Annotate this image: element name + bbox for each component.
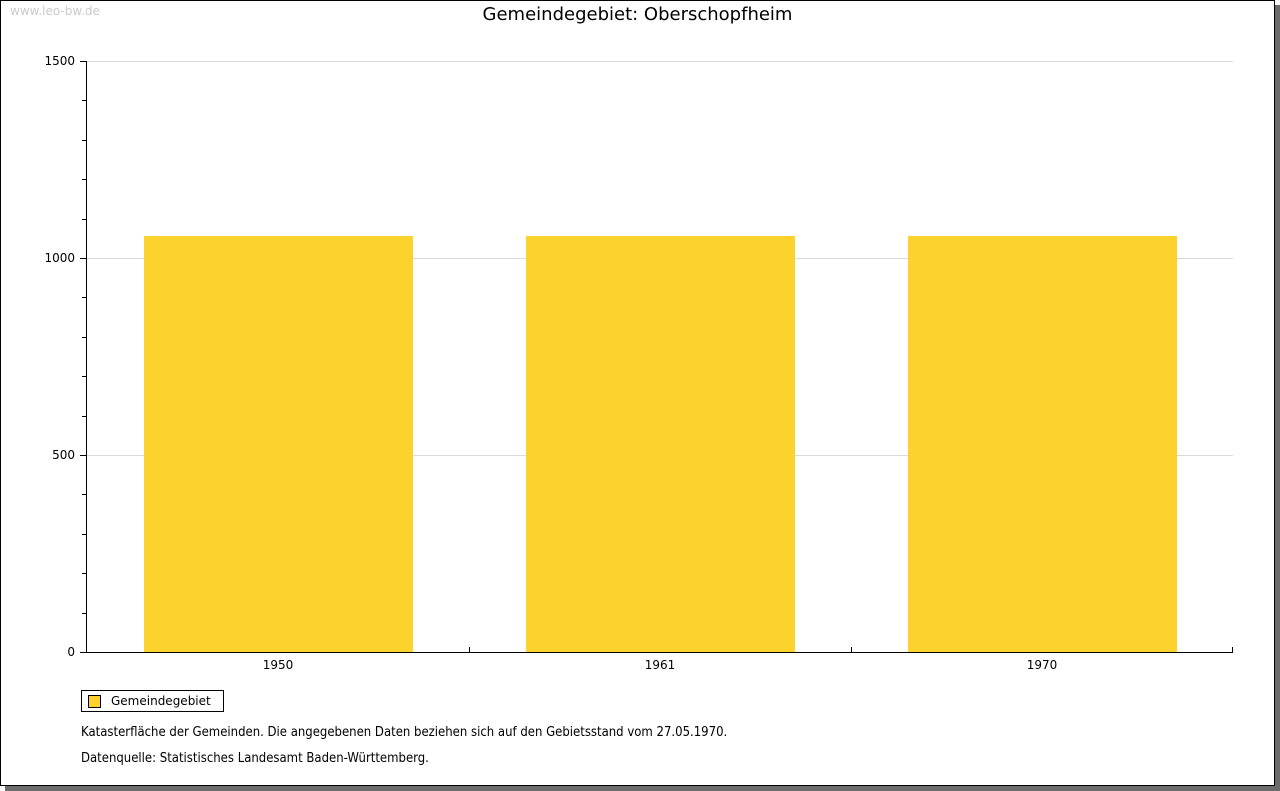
watermark: www.leo-bw.de	[10, 4, 100, 18]
x-tick-label: 1970	[1026, 658, 1058, 672]
y-major-tick	[80, 652, 86, 653]
y-minor-tick	[82, 376, 86, 377]
y-minor-tick	[82, 613, 86, 614]
gridline	[87, 61, 1233, 62]
legend-label: Gemeindegebiet	[111, 694, 211, 708]
y-major-tick	[80, 455, 86, 456]
y-minor-tick	[82, 494, 86, 495]
bar-1950	[144, 236, 413, 652]
y-tick-label: 500	[52, 448, 75, 462]
x-tick-label: 1950	[262, 658, 294, 672]
y-axis-title: Hektar	[0, 82, 4, 123]
y-major-tick	[80, 258, 86, 259]
y-minor-tick	[82, 416, 86, 417]
x-boundary-tick	[469, 647, 470, 652]
y-major-tick	[80, 61, 86, 62]
y-minor-tick	[82, 219, 86, 220]
y-minor-tick	[82, 179, 86, 180]
y-minor-tick	[82, 573, 86, 574]
y-minor-tick	[82, 534, 86, 535]
plot-area: 0 500 1000 1500 1950 1961 1970	[44, 54, 1233, 672]
bar-1961	[526, 236, 795, 652]
x-tick-label: 1961	[644, 658, 676, 672]
y-minor-tick	[82, 297, 86, 298]
y-tick-label: 0	[67, 645, 75, 659]
y-tick-label: 1500	[44, 54, 75, 68]
y-minor-tick	[82, 100, 86, 101]
bar-1970	[908, 236, 1177, 652]
y-minor-tick	[82, 140, 86, 141]
legend: Gemeindegebiet	[81, 690, 224, 712]
x-boundary-tick	[851, 647, 852, 652]
footnote-data-source: Datenquelle: Statistisches Landesamt Bad…	[81, 751, 429, 766]
y-tick-label: 1000	[44, 251, 75, 265]
footnote-source-note: Katasterfläche der Gemeinden. Die angege…	[81, 725, 728, 740]
legend-swatch	[88, 694, 101, 708]
x-axis-end-tick	[1232, 647, 1233, 652]
page-title: Gemeindegebiet: Oberschopfheim	[482, 4, 793, 25]
y-minor-tick	[82, 337, 86, 338]
